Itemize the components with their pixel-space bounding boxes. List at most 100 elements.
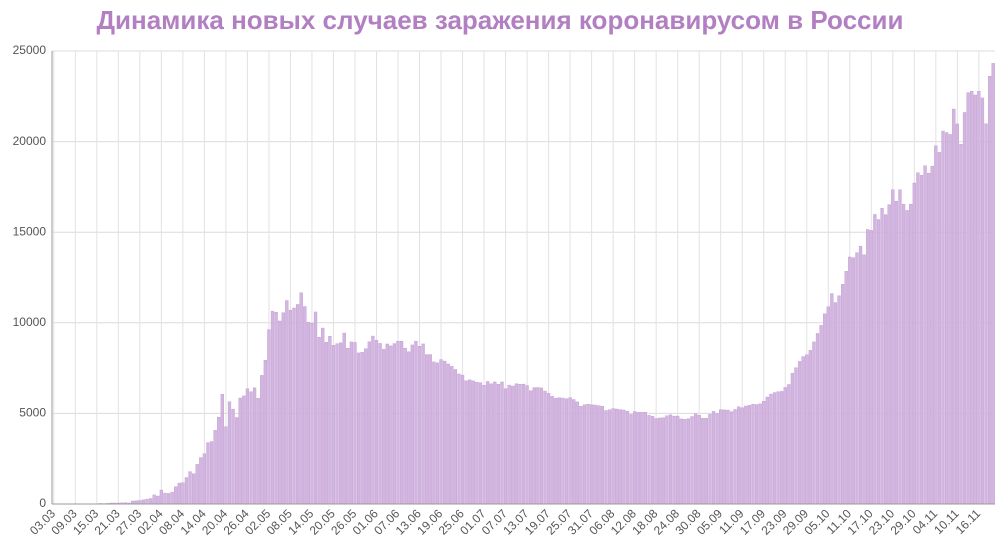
bar [683,419,686,504]
bar [734,409,737,504]
bar [691,416,694,504]
bar [325,342,328,504]
bar [572,400,575,504]
bar [576,402,579,504]
bar [719,410,722,504]
chart-title: Динамика новых случаев заражения коронав… [97,5,904,35]
y-tick-label: 10000 [13,315,47,329]
bar [777,392,780,504]
bar [737,407,740,504]
bar [956,124,959,504]
bar [823,314,826,504]
bar [526,386,529,504]
bar [791,373,794,504]
bar [920,175,923,504]
bar [830,294,833,504]
bar [816,333,819,504]
bar [931,166,934,504]
bar [669,415,672,504]
bar [296,304,299,504]
bar [909,204,912,504]
bar [687,419,690,504]
bar [389,346,392,504]
bar [766,397,769,504]
bar [583,405,586,504]
bar [859,246,862,504]
bar [217,417,220,504]
bar [916,173,919,504]
y-tick-label: 15000 [13,224,47,238]
bar [924,166,927,504]
bar [332,345,335,504]
y-tick-label: 25000 [13,43,47,57]
bar [246,389,249,504]
bar [551,396,554,504]
bar [665,416,668,504]
bar [149,499,152,504]
bar [633,412,636,504]
bar [992,63,995,504]
bar [440,360,443,504]
bar [414,341,417,504]
bar [569,398,572,504]
bar [357,353,360,504]
bar [841,284,844,504]
y-tick-label: 5000 [19,406,46,420]
bar [382,349,385,504]
bar [346,348,349,504]
bar [773,393,776,504]
bar [612,409,615,504]
bar [336,344,339,504]
bar [167,493,170,504]
bar [615,409,618,504]
bar [214,430,217,504]
bar [160,490,163,504]
bar [787,384,790,504]
bar [224,427,227,504]
bar [425,355,428,504]
bar [701,418,704,504]
bar [185,478,188,504]
bar [884,215,887,504]
bar [601,406,604,504]
bar [590,405,593,504]
bar [400,341,403,504]
bar [328,336,331,504]
bar [422,344,425,504]
bar [192,474,195,504]
bar [712,411,715,504]
bar [518,384,521,504]
bar [371,336,374,504]
bar [275,312,278,504]
bar [888,205,891,504]
bar [741,408,744,504]
bar [709,414,712,504]
bar [146,499,149,504]
bar [350,342,353,504]
bar [605,411,608,504]
bar [648,415,651,504]
bar [264,360,267,504]
bar [942,131,945,504]
bar [278,321,281,504]
bar [963,112,966,504]
bar [364,349,367,504]
bar [508,385,511,504]
bar [834,303,837,504]
bar [490,384,493,504]
bar [253,388,256,504]
bar [164,493,167,504]
bar [848,257,851,504]
bar [827,307,830,504]
bar [809,350,812,504]
bar [981,98,984,504]
bar [723,410,726,504]
bar [493,382,496,504]
bar [318,337,321,504]
bar [730,412,733,504]
bar [361,352,364,504]
bar [450,366,453,504]
bar [321,328,324,504]
bar [755,405,758,504]
